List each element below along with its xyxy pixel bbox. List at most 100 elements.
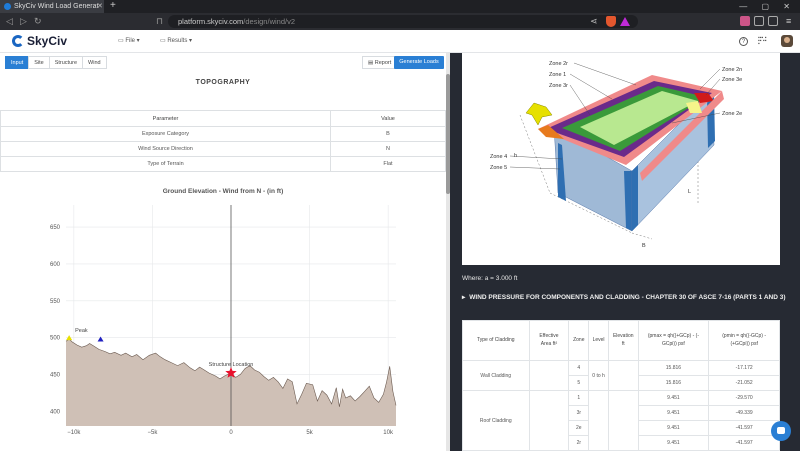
tab-structure[interactable]: Structure	[48, 56, 84, 69]
level-cell: 0 to h	[588, 360, 609, 391]
col-value: Value	[330, 110, 446, 127]
share-icon[interactable]: ⋖	[590, 16, 598, 26]
table-row: 3r 9.451 -49.339	[463, 405, 780, 421]
sidebar-icon[interactable]	[754, 16, 764, 26]
rewards-icon[interactable]	[620, 17, 630, 26]
table-header-row: Parameter Value	[0, 110, 446, 127]
bookmark-icon[interactable]: ⊓	[156, 16, 164, 26]
y-tick-label: 600	[50, 262, 61, 268]
table-row: Type of Terrain Flat	[0, 156, 446, 172]
roof-eave	[640, 91, 724, 181]
annotation-label: Peak	[75, 328, 88, 334]
logo-text: SkyCiv	[27, 34, 68, 48]
zone-label: Zone 1	[549, 72, 566, 78]
param-cell: Type of Terrain	[0, 156, 331, 172]
topography-title: TOPOGRAPHY	[195, 79, 251, 86]
new-tab-button[interactable]: +	[110, 0, 116, 11]
wallet-icon[interactable]	[768, 16, 778, 26]
param-cell: Exposure Category	[0, 126, 331, 142]
report-button[interactable]: ▤ Report	[362, 56, 398, 69]
skyciv-logo[interactable]: SkyCiv	[12, 34, 67, 48]
wind-zone-diagram: Zone 2r Zone 1 Zone 3r Zone 2n Zone 3e Z…	[490, 61, 742, 249]
level-cell	[588, 390, 609, 451]
zone-label: Zone 3r	[549, 83, 568, 89]
zone-cell: 1	[568, 390, 590, 406]
browser-tab-bar: SkyCiv Wind Load Generat ✕ + — ▢ ✕	[0, 0, 800, 13]
left-scrollbar-thumb[interactable]	[446, 74, 450, 194]
roof-zone-1	[580, 91, 698, 145]
wall-edge-zone-5	[624, 171, 632, 231]
brave-shield-icon[interactable]	[606, 16, 616, 27]
help-icon[interactable]: ?	[739, 37, 748, 46]
file-menu[interactable]: ▭ File ▾	[118, 38, 140, 44]
user-avatar[interactable]	[781, 35, 793, 47]
dim-label: L	[688, 189, 691, 195]
window-controls[interactable]: — ▢ ✕	[739, 2, 796, 11]
zone-cell: 2r	[568, 435, 590, 451]
col-level: Level	[588, 320, 609, 361]
zone-label: Zone 4	[490, 154, 507, 160]
roof-zone-2n	[686, 101, 702, 113]
y-tick-label: 550	[50, 299, 61, 305]
area-cell	[528, 390, 570, 451]
table-row: Wind Source Direction N	[0, 141, 446, 157]
report-label: Report	[374, 60, 392, 66]
pmin-cell: -21.052	[708, 375, 780, 391]
zone-label: Zone 5	[490, 165, 507, 171]
pmin-cell: -17.172	[708, 360, 780, 376]
x-tick-label: 5k	[306, 430, 313, 436]
results-menu[interactable]: ▭ Results ▾	[160, 38, 193, 44]
value-cell: Flat	[330, 156, 446, 172]
browser-menu-icon[interactable]: ≡	[786, 16, 792, 26]
app-header	[0, 30, 800, 53]
url-path: /design/wind/v2	[243, 17, 295, 26]
wall-edge-zone-5	[558, 143, 566, 201]
annotation-marker	[66, 335, 73, 341]
tab-site[interactable]: Site	[28, 56, 50, 69]
extension-icon[interactable]	[740, 16, 750, 26]
pmin-cell: -41.597	[708, 435, 780, 451]
file-menu-label: File	[125, 38, 136, 44]
apps-grid-icon[interactable]: ▪▪▪ ▪▪▪ ▪▪▪	[758, 35, 767, 47]
wind-direction-arrow	[525, 102, 553, 126]
pmax-cell: 15.816	[637, 360, 710, 376]
x-tick-label: −10k	[67, 430, 81, 436]
zone-label: Zone 2r	[549, 61, 568, 67]
tab-close-icon[interactable]: ✕	[97, 3, 103, 10]
x-tick-label: 10k	[383, 430, 394, 436]
pmax-cell: 9.451	[637, 435, 710, 451]
input-tabs: Input Site Structure Wind	[5, 56, 107, 69]
dim-label: h	[514, 153, 517, 159]
left-scrollbar[interactable]	[446, 53, 450, 451]
reload-icon[interactable]: ↻	[34, 16, 42, 26]
annotation-label: Structure Location	[209, 362, 254, 368]
browser-tab[interactable]: SkyCiv Wind Load Generat	[0, 0, 104, 13]
back-icon[interactable]: ◁	[6, 16, 13, 26]
roof-zone-3e	[694, 93, 714, 103]
col-cladding-type: Type of Cladding	[462, 320, 530, 361]
table-row: Wall Cladding 4 0 to h 15.816 -17.172	[462, 360, 780, 391]
cladding-type-cell: Wall Cladding	[462, 360, 530, 391]
zone-cell: 5	[568, 375, 590, 391]
x-tick-label: 0	[229, 430, 233, 436]
where-text: Where: a = 3.000 ft	[462, 275, 518, 282]
pmin-cell: -41.597	[708, 420, 780, 436]
area-cell	[528, 360, 570, 391]
wind-pressure-table: Type of Cladding Effective Area ft² Zone…	[462, 320, 780, 451]
pmax-cell: 9.451	[637, 420, 710, 436]
topography-table: Parameter Value Exposure Category B Wind…	[0, 110, 446, 172]
url-bar[interactable]: platform.skyciv.com/design/wind/v2	[168, 15, 638, 28]
tab-wind[interactable]: Wind	[82, 56, 107, 69]
zone-cell: 2e	[568, 420, 590, 436]
elevation-chart-title: Ground Elevation - Wind from N - (in ft)	[162, 188, 284, 195]
x-tick-label: −5k	[148, 430, 159, 436]
wind-zone-diagram-card: Zone 2r Zone 1 Zone 3r Zone 2n Zone 3e Z…	[462, 53, 780, 265]
tab-input[interactable]: Input	[5, 56, 30, 69]
col-pmax: (pmax = qh((+GCp) - (-GCpi)) psf	[637, 320, 710, 361]
generate-loads-button[interactable]: Generate Loads	[394, 56, 444, 69]
elevation-cell	[607, 360, 639, 391]
chat-support-button[interactable]	[771, 421, 791, 441]
elevation-chart: 400 450 500 550 600 650 −10k −5k 0 5k 10k Peak Struc…	[50, 205, 397, 436]
forward-icon[interactable]: ▷	[20, 16, 27, 26]
cladding-type-cell: Roof Cladding	[462, 390, 530, 451]
